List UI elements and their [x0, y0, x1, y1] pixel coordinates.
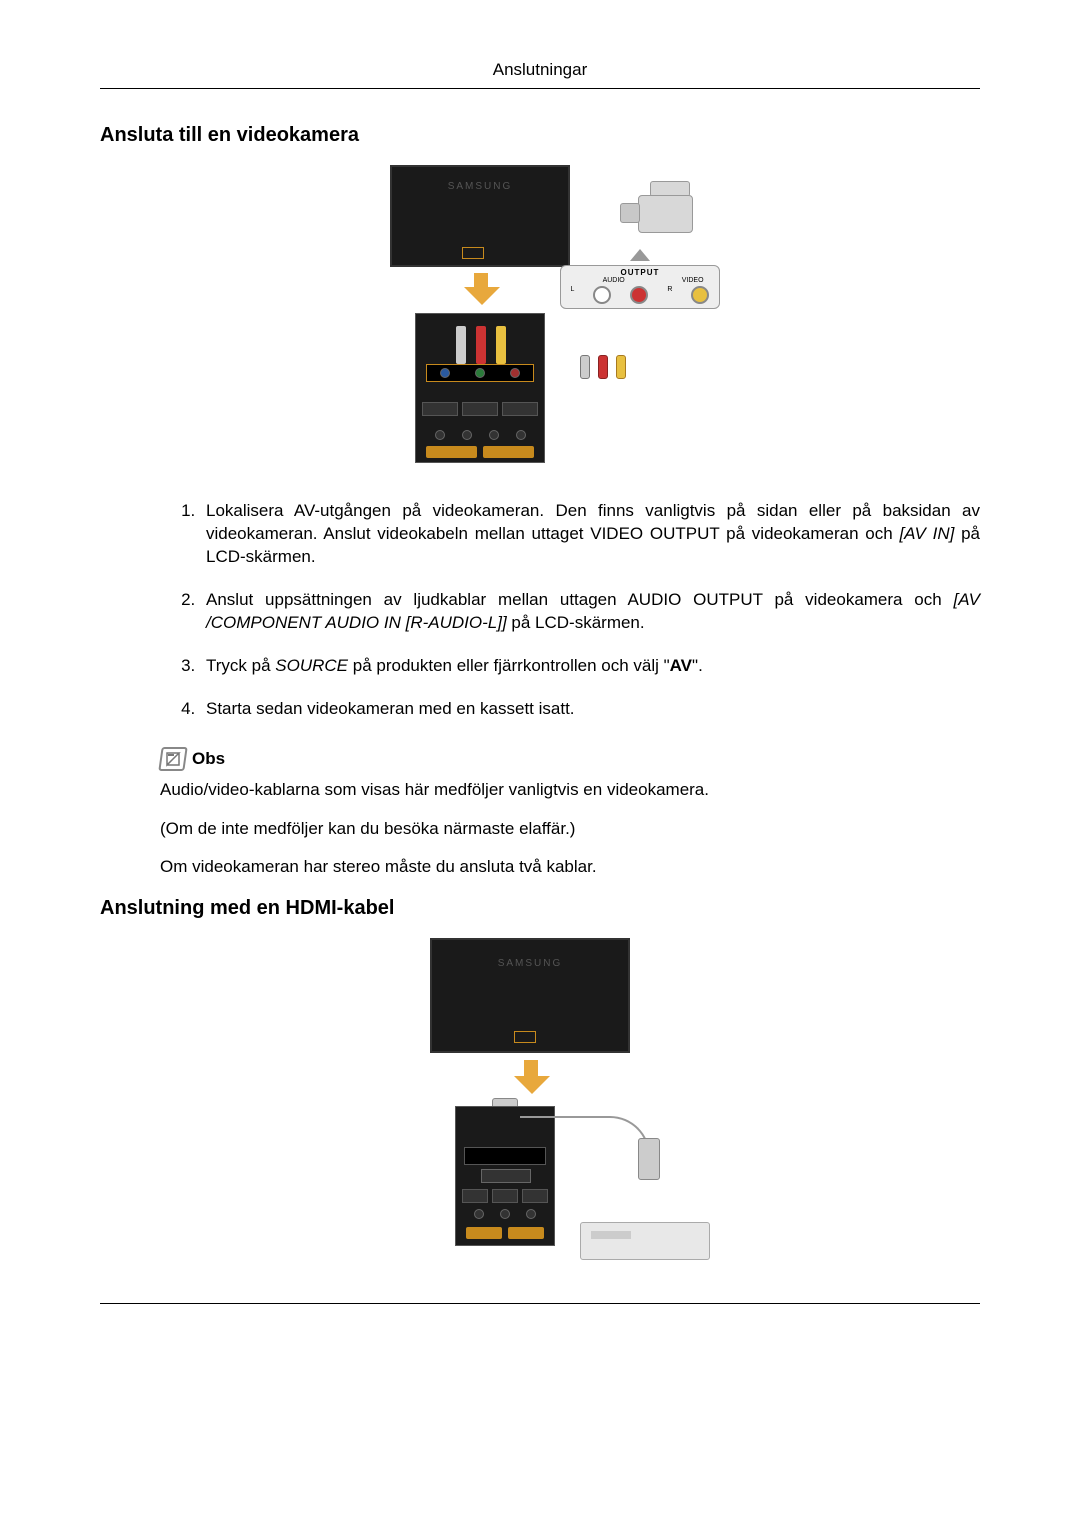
list-item: Anslut uppsättningen av ljudkablar mella… — [200, 589, 980, 635]
panel-buttons-2 — [466, 1227, 544, 1239]
obs-p1: Audio/video-kablarna som visas här medfö… — [160, 779, 980, 802]
panel-ports-bottom — [426, 430, 534, 440]
port-red — [510, 368, 520, 378]
port-generic — [435, 430, 445, 440]
hdmi-cable — [520, 1116, 650, 1176]
li2-post: på LCD-skärmen. — [507, 613, 645, 632]
cable-plug-yellow — [616, 355, 626, 379]
li3-italic: SOURCE — [275, 656, 348, 675]
li4-pre: Starta sedan videokameran med en kassett… — [206, 699, 575, 718]
obs-p3: Om videokameran har stereo måste du ansl… — [160, 856, 980, 879]
plugin-yellow — [496, 326, 506, 364]
page-header: Anslutningar — [100, 60, 980, 80]
port-blue — [440, 368, 450, 378]
cable-group — [570, 315, 700, 375]
diagram2: SAMSUNG — [370, 938, 710, 1268]
note-icon — [158, 747, 187, 771]
section1-title: Ansluta till en videokamera — [100, 124, 980, 147]
output-label: OUTPUT — [561, 268, 719, 277]
rca-yellow-jack — [691, 286, 709, 304]
li1-italic: [AV IN] — [899, 524, 954, 543]
obs-title: Obs — [192, 749, 225, 769]
panel-label-row-2 — [462, 1189, 548, 1203]
playback-device — [580, 1222, 710, 1260]
connector-panel — [415, 313, 545, 463]
header-rule — [100, 88, 980, 89]
tv-display-2: SAMSUNG — [430, 938, 630, 1053]
camcorder-icon — [620, 175, 710, 245]
port-generic — [516, 430, 526, 440]
section2-title: Anslutning med en HDMI-kabel — [100, 897, 980, 920]
rca-right-label: R — [667, 286, 672, 304]
li1-pre: Lokalisera AV-utgången på videokameran. … — [206, 501, 980, 543]
diagram1-container: SAMSUNG OUTPUT AUDIO VIDEO L R — [100, 165, 980, 470]
cable-plug-red — [598, 355, 608, 379]
output-panel: OUTPUT AUDIO VIDEO L R — [560, 265, 720, 309]
list-item: Lokalisera AV-utgången på videokameran. … — [200, 500, 980, 569]
rca-white-jack — [593, 286, 611, 304]
plugin-white — [456, 326, 466, 364]
obs-heading: Obs — [160, 747, 980, 771]
li3-pre: Tryck på — [206, 656, 275, 675]
rca-red-jack — [630, 286, 648, 304]
instruction-list: Lokalisera AV-utgången på videokameran. … — [200, 500, 980, 721]
port-generic — [462, 430, 472, 440]
cable-plug-white — [580, 355, 590, 379]
li3-post: på produkten eller fjärrkontrollen och v… — [348, 656, 670, 675]
rca-left-label: L — [571, 286, 575, 304]
plugin-red — [476, 326, 486, 364]
tv-brand-label-2: SAMSUNG — [432, 958, 628, 969]
tv-display: SAMSUNG — [390, 165, 570, 267]
panel-ports-row — [426, 364, 534, 382]
video-label: VIDEO — [666, 277, 719, 284]
hdmi-plug-right — [638, 1138, 660, 1180]
li2-pre: Anslut uppsättningen av ljudkablar mella… — [206, 590, 954, 609]
li3-post2: ". — [692, 656, 703, 675]
tv-brand-label: SAMSUNG — [392, 181, 568, 192]
li3-bold: AV — [670, 656, 692, 675]
footer-rule — [100, 1303, 980, 1304]
panel-ports-bottom-2 — [466, 1209, 544, 1219]
diagram1: SAMSUNG OUTPUT AUDIO VIDEO L R — [360, 165, 720, 465]
port-green — [475, 368, 485, 378]
diagram2-container: SAMSUNG — [100, 938, 980, 1273]
arrow-up-icon — [630, 249, 650, 261]
panel-label-row — [422, 402, 538, 416]
list-item: Tryck på SOURCE på produkten eller fjärr… — [200, 655, 980, 678]
list-item: Starta sedan videokameran med en kassett… — [200, 698, 980, 721]
panel-buttons — [426, 446, 534, 458]
port-generic — [489, 430, 499, 440]
audio-label: AUDIO — [561, 277, 666, 284]
obs-p2: (Om de inte medföljer kan du besöka närm… — [160, 818, 980, 841]
obs-paragraphs: Audio/video-kablarna som visas här medfö… — [160, 779, 980, 880]
